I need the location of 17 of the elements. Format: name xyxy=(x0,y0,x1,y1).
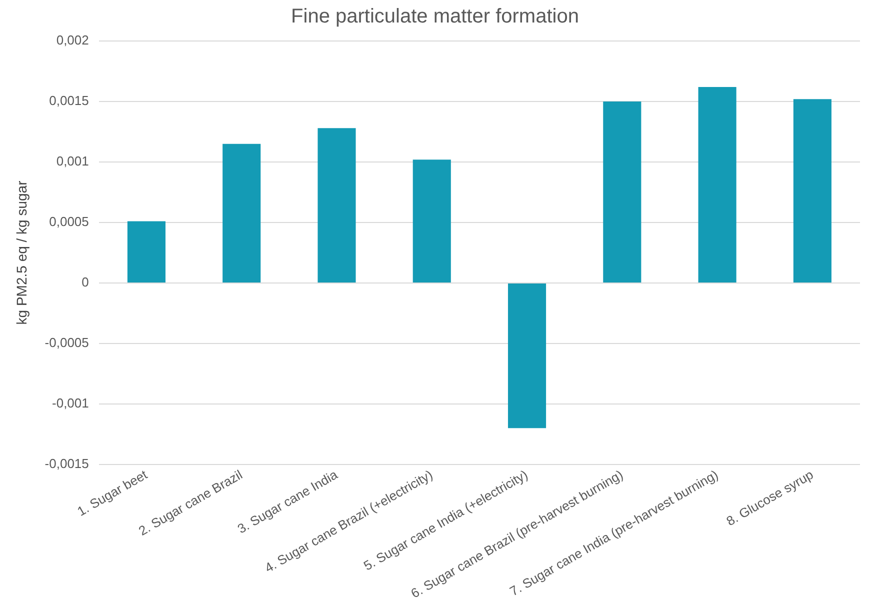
y-tick-label: 0,001 xyxy=(56,154,89,169)
bar xyxy=(412,160,451,282)
y-tick-label: 0,0005 xyxy=(49,214,89,230)
y-axis-title: kg PM2.5 eq / kg sugar xyxy=(13,180,30,325)
y-tick-label: -0,001 xyxy=(52,396,89,411)
bar xyxy=(793,99,832,282)
y-tick-label: 0,002 xyxy=(56,32,89,48)
bar xyxy=(127,221,166,282)
bar xyxy=(222,144,261,282)
bar xyxy=(698,86,736,282)
y-tick-label: 0 xyxy=(82,274,89,290)
bar xyxy=(508,283,546,428)
y-tick-label: -0,0005 xyxy=(44,335,89,350)
y-tick-label: 0,0015 xyxy=(49,93,89,108)
bar xyxy=(603,101,642,282)
chart-title: Fine particulate matter formation xyxy=(291,6,579,28)
bar xyxy=(318,128,356,282)
